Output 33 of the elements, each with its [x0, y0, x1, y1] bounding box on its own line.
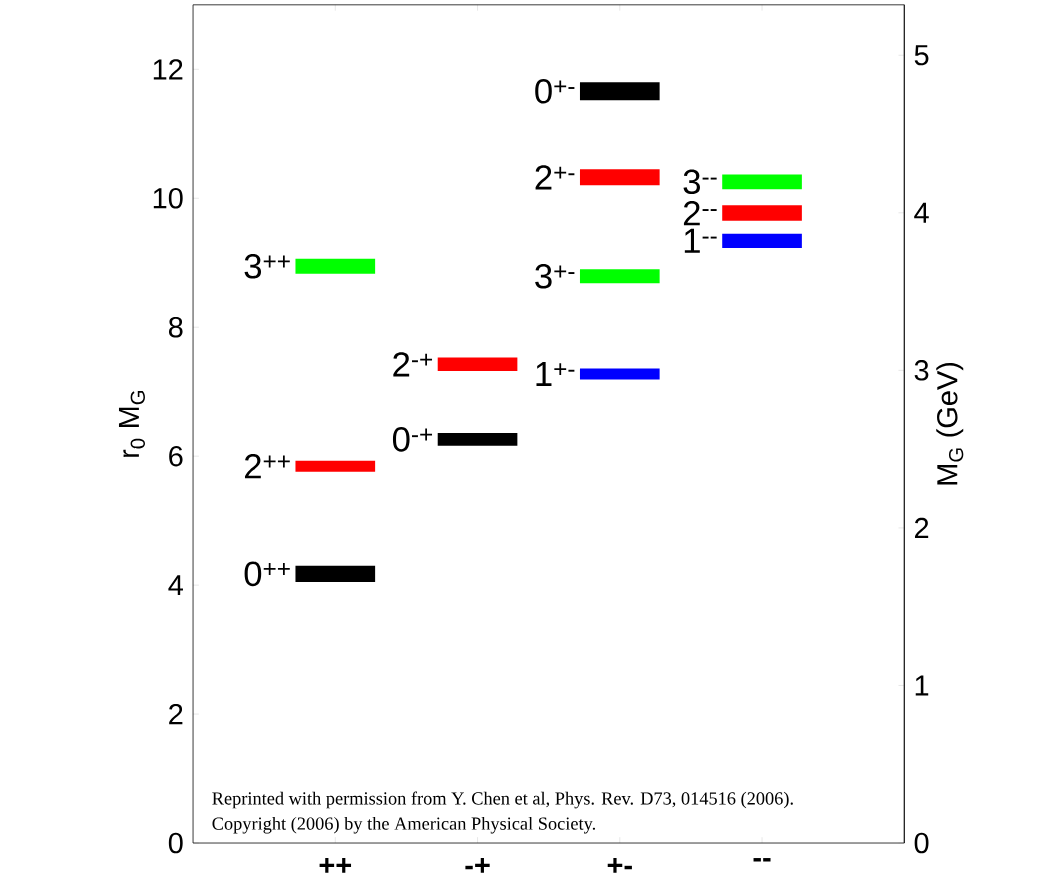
y2-tick-label: 4	[914, 202, 929, 223]
x-tick-label: --	[753, 857, 771, 862]
series-label: 3$^{+-}$	[535, 263, 575, 289]
series-label: 2$^{-+}$	[393, 352, 433, 377]
y2-tick-label: 2	[914, 517, 929, 538]
y-tick-label: 0	[168, 832, 183, 854]
y-tick-label: 10	[153, 187, 183, 209]
x-tick-label: +-	[607, 857, 632, 873]
x-tick-label: ++	[319, 857, 352, 873]
series-label: 2$^{+-}$	[535, 165, 575, 190]
annotation: Reprinted with permission from Y. Chen et al, Phys. Rev. D73, 014516 (2006).	[212, 791, 793, 809]
annotation: Copyright (2006) by the American Physical Society.	[212, 816, 596, 834]
y-tick-label: 4	[168, 574, 183, 595]
series-label: 0$^{-+}$	[392, 426, 433, 452]
y2-axis-title: M$_{G}$ (GeV)	[936, 362, 964, 485]
x-tick-label: -+	[465, 857, 490, 873]
series-label: 3$^{++}$	[244, 253, 290, 279]
series-label: 0$^{+-}$	[535, 78, 575, 104]
series-label: 0$^{++}$	[244, 561, 290, 586]
y2-tick-label: 3	[914, 359, 929, 381]
series-label: 3$^{--}$	[683, 169, 717, 194]
y2-tick-label: 0	[914, 832, 929, 854]
y-tick-label: 8	[168, 316, 183, 338]
y-tick-label: 2	[169, 703, 183, 725]
y2-tick-label: 1	[915, 675, 929, 696]
y-axis-title: r$_{0}$ M$_{G}$	[118, 390, 145, 457]
series-label: 2$^{++}$	[244, 453, 290, 479]
series-label: 1$^{+-}$	[536, 361, 575, 386]
y-tick-label: 12	[153, 59, 183, 80]
y-tick-label: 6	[169, 445, 183, 467]
series-label: 2$^{--}$	[683, 200, 717, 226]
y2-tick-label: 5	[914, 44, 929, 66]
series-label: 1$^{--}$	[684, 228, 717, 253]
